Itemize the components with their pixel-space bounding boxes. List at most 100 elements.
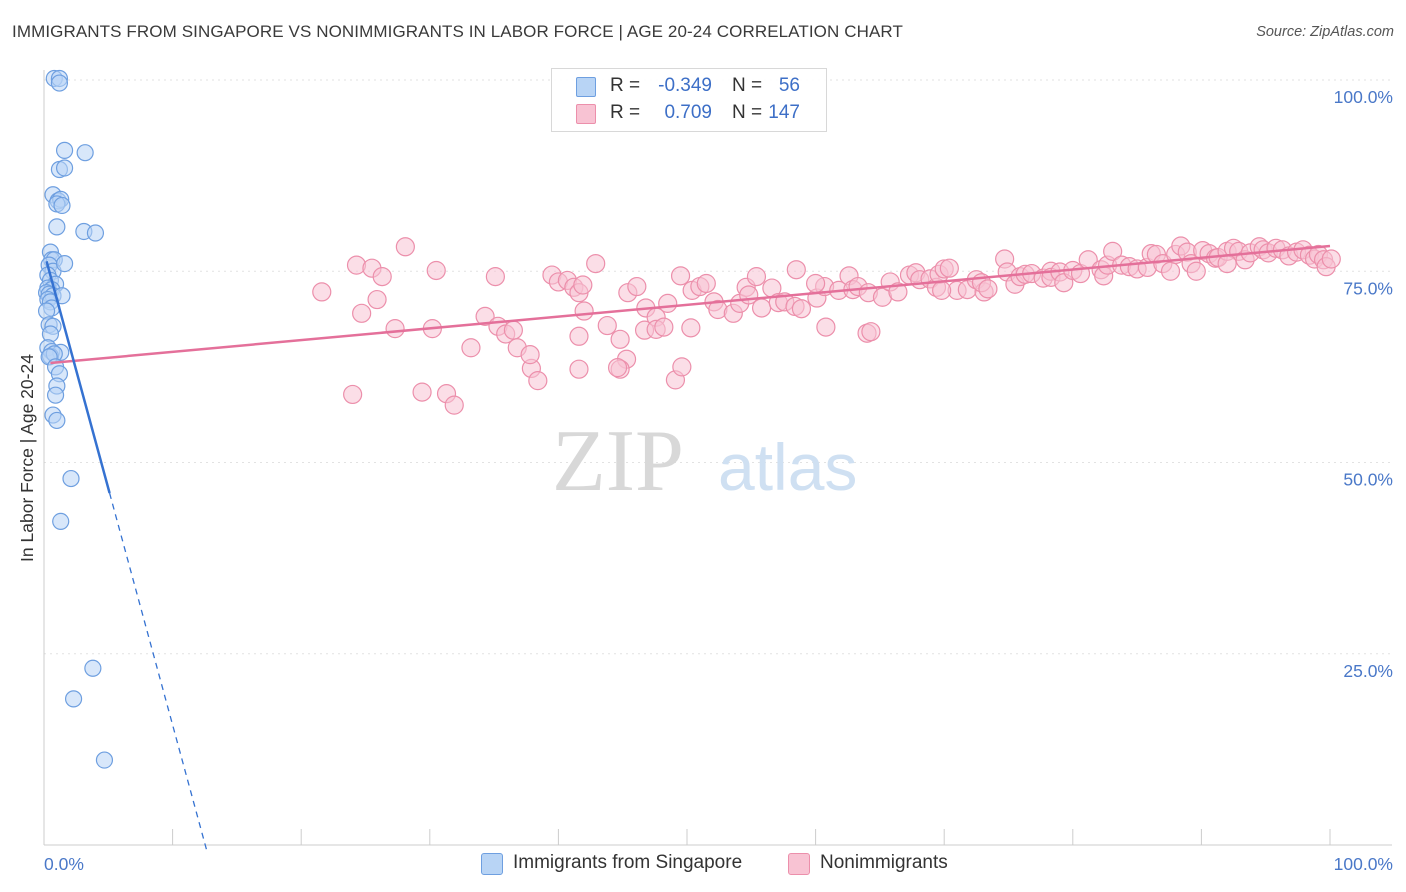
nonimmigrants-point xyxy=(569,359,589,379)
nonimmigrants-point xyxy=(751,298,772,318)
watermark-zip: ZIP xyxy=(552,413,684,510)
nonimmigrants-point xyxy=(791,299,812,319)
nonimmigrants-point xyxy=(939,258,959,278)
nonimmigrants-point xyxy=(627,276,647,297)
nonimmigrants-trend-line xyxy=(50,244,1331,365)
nonimmigrants-point xyxy=(520,345,540,365)
singapore-point xyxy=(48,411,66,430)
singapore-point xyxy=(62,469,80,488)
nonimmigrants-point xyxy=(932,280,952,300)
watermark-atlas: atlas xyxy=(718,430,857,504)
bottom-legend-label-nonimmigrants: Nonimmigrants xyxy=(820,852,948,873)
chart-title: IMMIGRANTS FROM SINGAPORE VS NONIMMIGRAN… xyxy=(12,22,903,41)
singapore-point xyxy=(46,386,65,404)
legend-r-label: R = xyxy=(610,75,641,96)
nonimmigrants-point xyxy=(978,279,998,299)
singapore-point xyxy=(76,144,94,162)
nonimmigrants-point xyxy=(670,266,691,286)
nonimmigrants-point xyxy=(672,357,692,377)
correlation-legend: R = -0.349 N = 56 R = 0.709 N = 147 xyxy=(551,68,827,132)
x-tick-label-max: 100.0% xyxy=(1334,854,1393,874)
nonimmigrants-point xyxy=(1103,241,1123,261)
grid xyxy=(44,79,1392,655)
nonimmigrants-point xyxy=(574,301,594,321)
nonimmigrants-point xyxy=(586,254,606,274)
singapore-point xyxy=(52,512,70,531)
nonimmigrants-point xyxy=(1186,261,1206,281)
singapore-point xyxy=(50,74,69,92)
legend-n-label: N = xyxy=(732,102,763,123)
legend-n-value: 147 xyxy=(768,102,800,123)
y-tick-label: 100.0% xyxy=(1334,87,1393,107)
source-credit: Source: ZipAtlas.com xyxy=(1256,24,1394,40)
singapore-points xyxy=(37,69,114,769)
nonimmigrants-point xyxy=(607,358,628,378)
nonimmigrants-point xyxy=(528,371,548,391)
singapore-trend-line xyxy=(45,260,111,494)
nonimmigrants-point xyxy=(658,293,678,313)
singapore-point xyxy=(84,659,102,677)
y-tick-label: 75.0% xyxy=(1343,278,1393,298)
singapore-point xyxy=(55,255,74,273)
nonimmigrants-point xyxy=(372,267,392,287)
y-axis-title: In Labor Force | Age 20-24 xyxy=(17,354,37,562)
nonimmigrants-point xyxy=(485,267,505,287)
nonimmigrants-point xyxy=(367,289,387,310)
y-tick-label: 50.0% xyxy=(1343,470,1393,490)
nonimmigrants-points xyxy=(312,236,1341,415)
singapore-point xyxy=(95,751,114,769)
nonimmigrants-point xyxy=(861,322,881,342)
legend-swatch-nonimmigrants xyxy=(576,104,596,124)
nonimmigrants-point xyxy=(503,320,523,340)
nonimmigrants-point xyxy=(426,260,446,281)
nonimmigrants-point xyxy=(610,329,630,349)
x-tick-label-min: 0.0% xyxy=(44,854,84,874)
singapore-point xyxy=(64,690,83,708)
nonimmigrants-point xyxy=(1217,254,1237,274)
nonimmigrants-point xyxy=(412,382,432,402)
legend-n-value: 56 xyxy=(778,75,800,96)
y-tick-label: 25.0% xyxy=(1343,661,1393,681)
legend-swatch-singapore xyxy=(576,77,596,97)
nonimmigrants-point xyxy=(475,306,495,326)
nonimmigrants-point xyxy=(352,303,372,323)
nonimmigrants-point xyxy=(597,315,617,336)
nonimmigrants-point xyxy=(816,317,836,337)
bottom-legend-swatch-singapore xyxy=(481,853,503,875)
nonimmigrants-point xyxy=(1160,261,1181,281)
trend-lines xyxy=(45,244,1331,853)
nonimmigrants-point xyxy=(888,282,908,302)
nonimmigrants-point xyxy=(654,317,674,337)
bottom-legend-swatch-nonimmigrants xyxy=(788,853,810,875)
nonimmigrants-point xyxy=(681,318,701,338)
legend-r-value: -0.349 xyxy=(658,75,712,96)
nonimmigrants-point xyxy=(343,384,363,405)
y-tick-labels: 25.0% 50.0% 75.0% 100.0% xyxy=(1334,87,1393,681)
nonimmigrants-point xyxy=(385,319,405,339)
nonimmigrants-point xyxy=(746,267,767,287)
nonimmigrants-point xyxy=(346,255,367,275)
nonimmigrants-point xyxy=(786,260,806,280)
singapore-point xyxy=(55,141,74,159)
legend-r-label: R = xyxy=(610,102,641,123)
legend-row-nonimmigrants: R = 0.709 N = 147 xyxy=(552,102,826,126)
nonimmigrants-point xyxy=(395,237,415,257)
nonimmigrants-point xyxy=(461,338,481,358)
singapore-trend-extension xyxy=(108,492,208,853)
singapore-point xyxy=(48,218,66,236)
x-axis xyxy=(43,829,1392,846)
legend-r-value: 0.709 xyxy=(664,102,712,123)
nonimmigrants-point xyxy=(573,275,593,295)
legend-row-singapore: R = -0.349 N = 56 xyxy=(552,75,826,99)
singapore-point xyxy=(53,196,71,215)
nonimmigrants-point xyxy=(569,326,589,346)
nonimmigrants-point xyxy=(312,282,332,302)
nonimmigrants-point xyxy=(444,395,464,415)
zipatlas-watermark: ZIP atlas xyxy=(552,413,857,510)
nonimmigrants-point xyxy=(696,273,716,294)
legend-n-label: N = xyxy=(732,75,763,96)
nonimmigrants-point xyxy=(1321,249,1341,269)
singapore-point xyxy=(55,159,74,177)
singapore-point xyxy=(86,224,105,242)
